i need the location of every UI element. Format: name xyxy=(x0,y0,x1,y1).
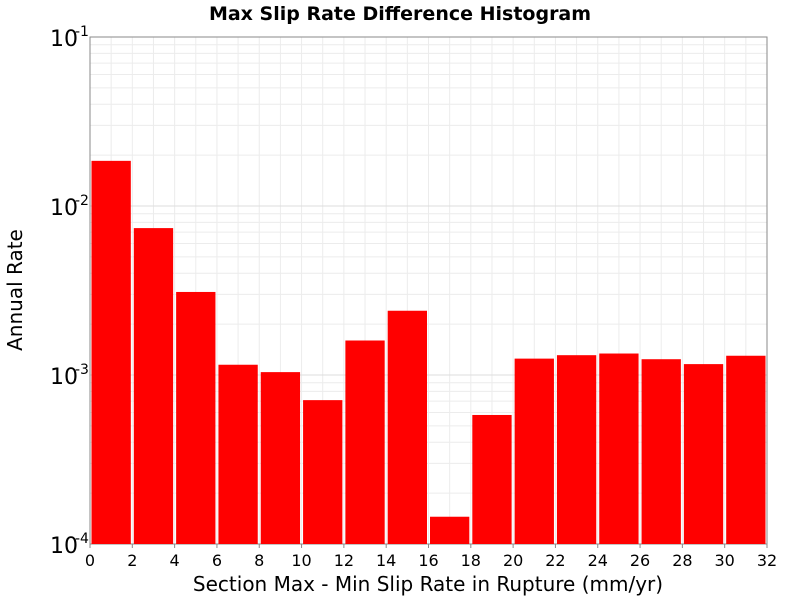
bars xyxy=(91,160,766,545)
histogram-bar xyxy=(683,364,724,544)
y-tick-label: 10-3 xyxy=(50,362,89,390)
histogram-bar xyxy=(556,355,597,544)
histogram-bar xyxy=(91,160,131,545)
x-tick-label: 6 xyxy=(212,551,222,570)
y-tick-base: 10 xyxy=(50,27,78,52)
chart-title: Max Slip Rate Difference Histogram xyxy=(209,3,591,25)
x-tick-label: 26 xyxy=(630,551,650,570)
x-tick-label: 24 xyxy=(588,551,608,570)
histogram-bar xyxy=(726,355,766,544)
y-tick-label: 10-4 xyxy=(50,531,89,559)
y-axis-label: Annual Rate xyxy=(3,229,27,351)
histogram-bar xyxy=(472,414,512,544)
y-tick-labels: 10-410-310-210-1 xyxy=(50,24,89,559)
histogram-bar xyxy=(514,358,554,544)
histogram-bar xyxy=(387,310,427,544)
x-tick-label: 4 xyxy=(170,551,180,570)
y-tick-label: 10-1 xyxy=(50,24,89,52)
x-tick-label: 16 xyxy=(418,551,438,570)
y-tick-base: 10 xyxy=(50,365,78,390)
histogram-bar xyxy=(430,516,470,544)
x-tick-label: 10 xyxy=(291,551,311,570)
x-tick-label: 20 xyxy=(503,551,523,570)
histogram-bar xyxy=(345,340,385,544)
x-tick-labels: 0 2 4 6 8 10 12 14 16 18 20 22 24 26 28 30 32 xyxy=(85,544,777,570)
y-tick-exponent: -3 xyxy=(75,362,89,378)
y-tick-base: 10 xyxy=(50,196,78,221)
x-tick-label: 8 xyxy=(254,551,264,570)
histogram-bar xyxy=(641,359,681,544)
histogram-bar xyxy=(260,372,301,544)
x-axis-label: Section Max - Min Slip Rate in Rupture (… xyxy=(193,572,663,596)
y-tick-exponent: -4 xyxy=(75,531,89,547)
histogram-bar xyxy=(303,400,343,544)
x-tick-label: 32 xyxy=(757,551,777,570)
y-tick-exponent: -2 xyxy=(75,193,89,209)
x-tick-label: 14 xyxy=(376,551,396,570)
x-tick-label: 2 xyxy=(127,551,137,570)
x-tick-label: 28 xyxy=(672,551,692,570)
histogram-bar xyxy=(599,353,639,544)
y-tick-exponent: -1 xyxy=(75,24,89,40)
x-tick-label: 0 xyxy=(85,551,95,570)
y-tick-base: 10 xyxy=(50,534,78,559)
histogram-bar xyxy=(176,291,216,544)
x-tick-label: 12 xyxy=(334,551,354,570)
x-tick-label: 18 xyxy=(461,551,481,570)
histogram-bar xyxy=(218,364,258,544)
histogram-bar xyxy=(133,228,174,544)
y-tick-label: 10-2 xyxy=(50,193,89,221)
x-tick-label: 30 xyxy=(715,551,735,570)
x-tick-label: 22 xyxy=(545,551,565,570)
